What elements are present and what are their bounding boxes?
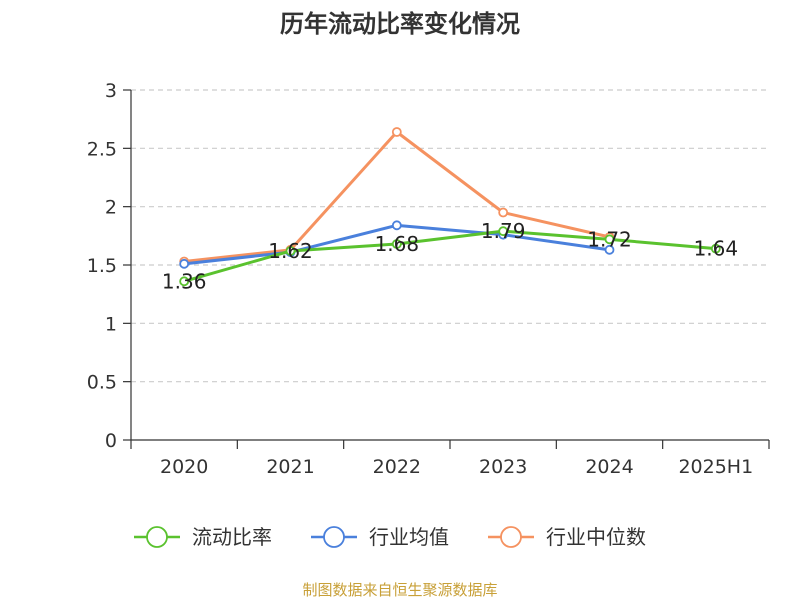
data-label: 1.79 xyxy=(481,219,526,243)
data-point xyxy=(391,220,402,231)
legend-label: 行业中位数 xyxy=(546,525,646,549)
data-label: 1.62 xyxy=(268,239,313,263)
y-tick-label: 0.5 xyxy=(87,372,117,394)
series-line xyxy=(183,229,716,283)
data-point xyxy=(604,234,615,245)
x-tick-label: 2020 xyxy=(160,456,208,478)
data-point xyxy=(179,276,190,287)
chart-title: 历年流动比率变化情况 xyxy=(280,10,520,38)
y-tick-label: 1.5 xyxy=(87,255,117,277)
legend-item-2[interactable]: 行业中位数 xyxy=(488,525,646,549)
data-point xyxy=(604,244,615,255)
data-point xyxy=(710,243,721,254)
data-point xyxy=(498,207,509,218)
x-tick-label: 2024 xyxy=(585,456,633,478)
data-point xyxy=(285,246,296,256)
y-tick-label: 3 xyxy=(105,80,117,102)
y-tick-label: 2.5 xyxy=(87,138,117,160)
data-label: 1.64 xyxy=(694,237,739,261)
data-point xyxy=(391,127,402,137)
legend-label: 流动比率 xyxy=(192,525,272,549)
legend-label: 行业均值 xyxy=(369,525,449,549)
data-label: 1.72 xyxy=(587,227,632,251)
series-layer xyxy=(179,127,721,287)
grid-lines xyxy=(131,89,769,383)
legend-marker xyxy=(146,526,168,548)
legend-marker xyxy=(500,526,522,548)
y-tick-label: 2 xyxy=(105,197,117,219)
x-tick-label: 2022 xyxy=(373,456,421,478)
series-0 xyxy=(179,226,721,287)
legend-marker xyxy=(323,526,345,548)
data-point xyxy=(179,258,190,269)
data-point xyxy=(498,226,509,237)
axes: 0 0.5 1 1.5 2 2.5 3 2020 2021 2022 2023 2024 2025H1 xyxy=(87,80,770,478)
data-label: 1.68 xyxy=(375,232,420,256)
x-tick-label: 2025H1 xyxy=(678,456,753,478)
data-label: 1.36 xyxy=(162,269,207,293)
y-tick-label: 1 xyxy=(105,313,117,335)
data-labels: 1.36 1.62 1.68 1.79 1.72 1.64 xyxy=(162,219,738,293)
legend-item-0[interactable]: 流动比率 xyxy=(134,525,272,549)
y-tick-label: 0 xyxy=(105,430,117,452)
x-tick-label: 2023 xyxy=(479,456,527,478)
source-note: 制图数据来自恒生聚源数据库 xyxy=(302,581,497,599)
x-tick-label: 2021 xyxy=(266,456,314,478)
data-point xyxy=(391,239,402,249)
legend-item-1[interactable]: 行业均值 xyxy=(311,525,449,549)
legend: 流动比率 行业均值 行业中位数 xyxy=(134,525,646,549)
